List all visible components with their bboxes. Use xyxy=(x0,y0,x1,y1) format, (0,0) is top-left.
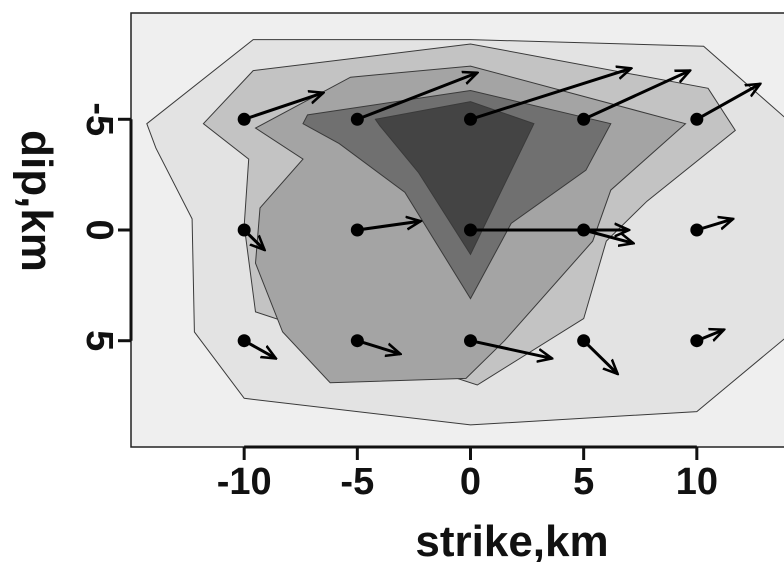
vector-origin-point xyxy=(464,112,477,126)
slip-vector xyxy=(583,69,690,121)
vector-origin-point xyxy=(690,223,704,237)
slip-vector xyxy=(356,73,477,121)
contour-level-5 xyxy=(374,101,535,256)
x-tick-label: -5 xyxy=(340,461,374,503)
plot-area xyxy=(130,12,784,448)
vector-origin-point xyxy=(237,112,251,126)
vector-origin-point xyxy=(350,112,364,126)
slip-vector xyxy=(582,339,618,374)
vector-origin-point xyxy=(690,334,704,348)
vector-origin-point xyxy=(577,112,591,126)
y-tick-label: -5 xyxy=(78,102,120,136)
slip-vector xyxy=(470,339,552,359)
vector-origin-point xyxy=(350,223,364,237)
x-axis-title: strike,km xyxy=(415,517,608,562)
vector-origin-point xyxy=(464,223,477,237)
vector-origin-point xyxy=(237,334,251,348)
vector-origin-point xyxy=(350,334,364,348)
vector-origin-point xyxy=(577,334,591,348)
x-tick-label: -10 xyxy=(217,461,272,503)
y-tick-label: 5 xyxy=(78,330,120,351)
slip-vector xyxy=(357,221,420,232)
y-axis-title: dip,km xyxy=(12,130,61,272)
y-tick-label: 0 xyxy=(78,219,120,240)
x-tick-label: 5 xyxy=(573,461,594,503)
vector-origin-point xyxy=(690,112,704,126)
vector-origin-point xyxy=(237,223,251,237)
slip-vector xyxy=(696,84,760,121)
vector-origin-point xyxy=(464,334,477,348)
x-tick-label: 10 xyxy=(676,461,718,503)
slip-vector xyxy=(470,68,632,121)
slip-vector xyxy=(356,339,400,354)
x-axis: -10 -5 0 5 10 xyxy=(217,445,718,503)
slip-vector xyxy=(243,93,323,121)
x-tick-label: 0 xyxy=(460,461,481,503)
y-axis: -5 0 5 xyxy=(78,102,133,351)
plot-content xyxy=(146,39,784,426)
vector-origin-point xyxy=(577,223,591,237)
slip-vector xyxy=(583,228,634,243)
